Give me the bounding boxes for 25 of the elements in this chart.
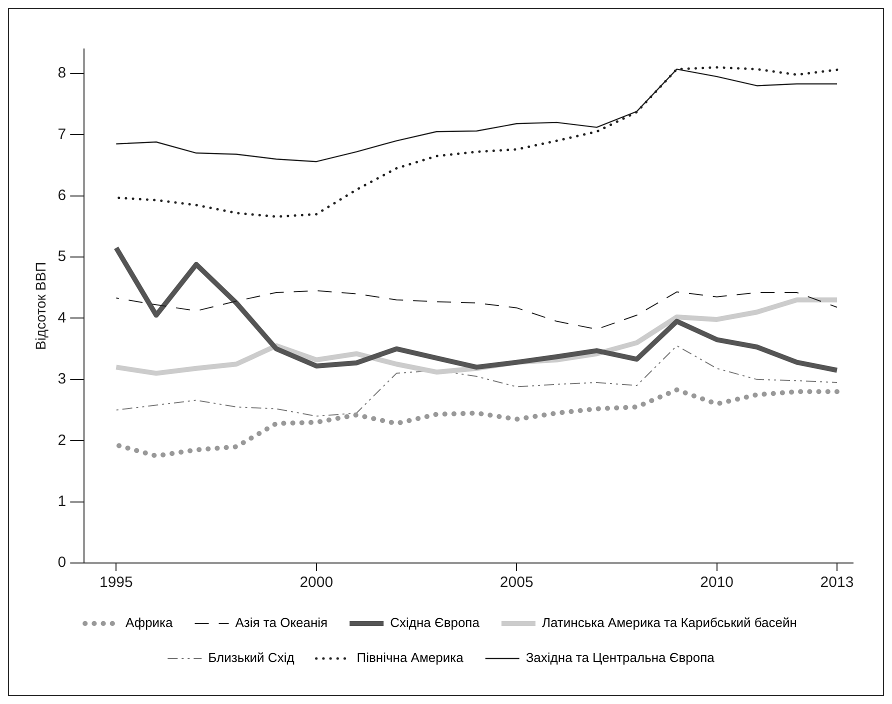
legend-label: Східна Європа: [390, 615, 480, 630]
legend-label: Північна Америка: [356, 650, 464, 666]
y-tick-label: 3: [58, 370, 66, 388]
y-tick-label: 5: [58, 248, 66, 266]
legend-label: Африка: [126, 615, 174, 630]
y-tick-label: 8: [58, 64, 66, 82]
x-tick-label: 2013: [820, 574, 854, 592]
x-tick-label: 1995: [99, 574, 133, 592]
legend-label: Близький Схід: [208, 650, 295, 666]
y-tick-label: 6: [58, 187, 66, 204]
y-tick-label: 2: [58, 432, 66, 449]
y-tick-label: 1: [58, 492, 66, 510]
legend-label: Азія та Океанія: [235, 615, 328, 630]
line-series: [116, 345, 838, 417]
x-tick-label: 2005: [500, 574, 534, 592]
y-tick-label: 0: [58, 554, 66, 572]
line-series: [114, 66, 838, 218]
y-tick-label: 7: [58, 126, 66, 143]
line-series: [116, 290, 838, 330]
legend-label: Латинська Америка та Карибський басейн: [542, 615, 797, 630]
x-tick-label: 2010: [700, 574, 734, 592]
y-axis-title: Відсоток ВВП: [32, 262, 48, 350]
legend-label: Західна та Центральна Європа: [526, 650, 716, 666]
y-tick-label: 4: [58, 309, 66, 326]
x-tick-label: 2000: [300, 574, 334, 592]
